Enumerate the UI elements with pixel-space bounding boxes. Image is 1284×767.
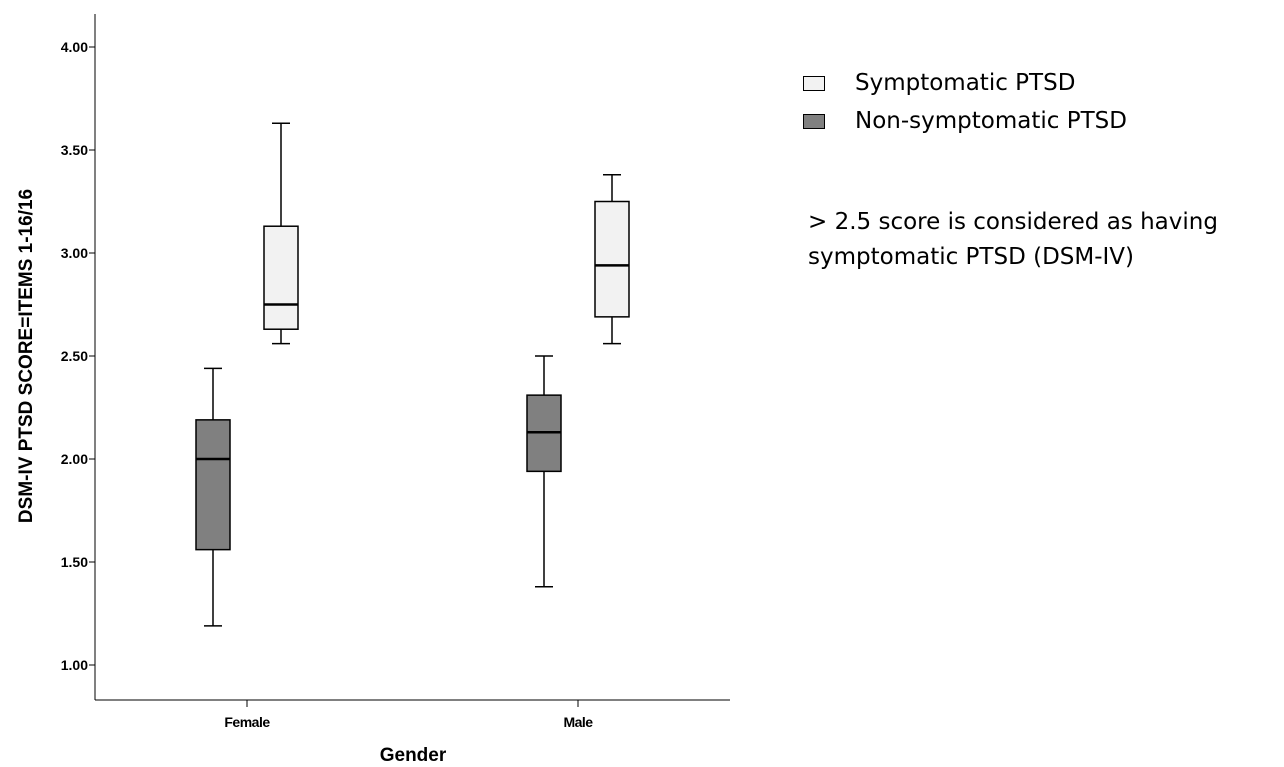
legend: Symptomatic PTSD Non-symptomatic PTSD	[803, 64, 1127, 140]
y-tick-label: 3.00	[61, 245, 88, 261]
box-group	[195, 122, 630, 627]
y-tick-label: 3.50	[61, 142, 88, 158]
iqr-box	[594, 200, 630, 318]
box-male-non-symptomatic	[526, 355, 562, 588]
y-tick-label: 1.50	[61, 554, 88, 570]
x-tick-label: Female	[224, 714, 270, 730]
threshold-note: > 2.5 score is considered as having symp…	[808, 205, 1218, 275]
y-axis-title: DSM-IV PTSD SCORE=ITEMS 1-16/16	[16, 189, 37, 523]
threshold-note-line-1: > 2.5 score is considered as having	[808, 209, 1218, 235]
axes: 1.00 1.50 2.00 2.50 3.00 3.50 4.00 Female Male	[61, 14, 730, 730]
box-female-non-symptomatic	[195, 367, 231, 627]
y-tick-label: 4.00	[61, 39, 88, 55]
x-axis-title: Gender	[380, 745, 447, 766]
legend-swatch-light	[803, 75, 825, 91]
threshold-note-line-2: symptomatic PTSD (DSM-IV)	[808, 244, 1135, 270]
boxplot-chart: 1.00 1.50 2.00 2.50 3.00 3.50 4.00 Female Male D…	[16, 14, 730, 766]
x-tick-label: Male	[563, 714, 593, 730]
y-tick-label: 1.00	[61, 657, 88, 673]
legend-item-non-symptomatic: Non-symptomatic PTSD	[803, 102, 1127, 140]
box-female-symptomatic	[263, 122, 299, 345]
legend-item-symptomatic: Symptomatic PTSD	[803, 64, 1127, 102]
iqr-box	[195, 419, 231, 551]
legend-label: Symptomatic PTSD	[855, 70, 1076, 96]
legend-label: Non-symptomatic PTSD	[855, 108, 1127, 134]
y-tick-label: 2.50	[61, 348, 88, 364]
y-tick-label: 2.00	[61, 451, 88, 467]
legend-swatch-dark	[803, 113, 825, 129]
iqr-box	[263, 225, 299, 330]
box-male-symptomatic	[594, 173, 630, 345]
